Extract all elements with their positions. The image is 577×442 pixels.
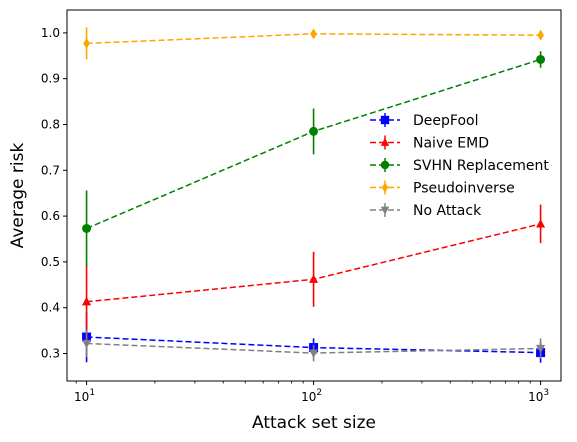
marker-triangle-up xyxy=(82,296,92,306)
legend-label: Naive EMD xyxy=(413,136,489,152)
marker-triangle-up xyxy=(380,137,390,146)
y-tick-label: 0.6 xyxy=(41,209,60,223)
marker-triangle-down xyxy=(536,344,546,354)
legend: DeepFool Naive EMD SVHN Replacement Pseudoi… xyxy=(370,113,549,219)
y-tick-label: 1.0 xyxy=(41,26,60,40)
marker-circle xyxy=(380,160,390,170)
x-tick-label: 103 xyxy=(528,388,549,404)
x-tick-label: 102 xyxy=(301,388,322,404)
legend-entry: SVHN Replacement xyxy=(370,158,549,174)
marker-square xyxy=(380,115,390,125)
y-tick-label: 0.7 xyxy=(41,163,60,177)
marker-triangle-up xyxy=(309,274,319,283)
legend-label: SVHN Replacement xyxy=(413,158,549,174)
series-layer xyxy=(82,27,546,363)
x-tick-exponent: 3 xyxy=(543,388,549,398)
marker-diamond xyxy=(83,38,90,49)
x-tick-base: 10 xyxy=(74,390,89,404)
marker-diamond xyxy=(381,182,389,193)
legend-label: Pseudoinverse xyxy=(413,181,515,197)
x-tick-label: 101 xyxy=(74,388,95,404)
legend-entry: DeepFool xyxy=(370,113,478,129)
marker-triangle-down xyxy=(82,339,92,349)
y-tick-label: 0.5 xyxy=(41,255,60,269)
marker-diamond xyxy=(537,29,544,41)
series-no-attack xyxy=(82,329,546,362)
marker-triangle-down xyxy=(380,206,390,215)
y-tick-label: 0.9 xyxy=(41,72,60,86)
plot-frame xyxy=(66,9,562,382)
series-naive-emd xyxy=(82,204,546,339)
legend-label: No Attack xyxy=(413,203,482,219)
legend-entry: No Attack xyxy=(370,203,482,219)
marker-diamond xyxy=(310,28,317,40)
x-tick-base: 10 xyxy=(528,390,543,404)
legend-entry: Naive EMD xyxy=(370,135,489,152)
marker-triangle-down xyxy=(309,349,319,359)
x-tick-exponent: 1 xyxy=(89,388,95,398)
marker-circle xyxy=(309,126,319,136)
plot-area xyxy=(67,10,561,381)
series-pseudoinverse xyxy=(83,27,544,60)
x-axis-label: Attack set size xyxy=(252,413,376,433)
legend-entry: Pseudoinverse xyxy=(370,180,515,197)
legend-label: DeepFool xyxy=(413,113,478,129)
y-tick-label: 0.3 xyxy=(41,347,60,361)
marker-triangle-up xyxy=(536,218,546,228)
y-tick-label: 0.8 xyxy=(41,118,60,132)
marker-circle xyxy=(536,54,546,64)
series-svhn-replacement xyxy=(82,51,546,267)
y-axis-label: Average risk xyxy=(8,143,28,249)
x-tick-base: 10 xyxy=(301,390,316,404)
x-tick-exponent: 2 xyxy=(316,388,322,398)
y-tick-label: 0.4 xyxy=(41,301,60,315)
marker-circle xyxy=(82,223,92,233)
